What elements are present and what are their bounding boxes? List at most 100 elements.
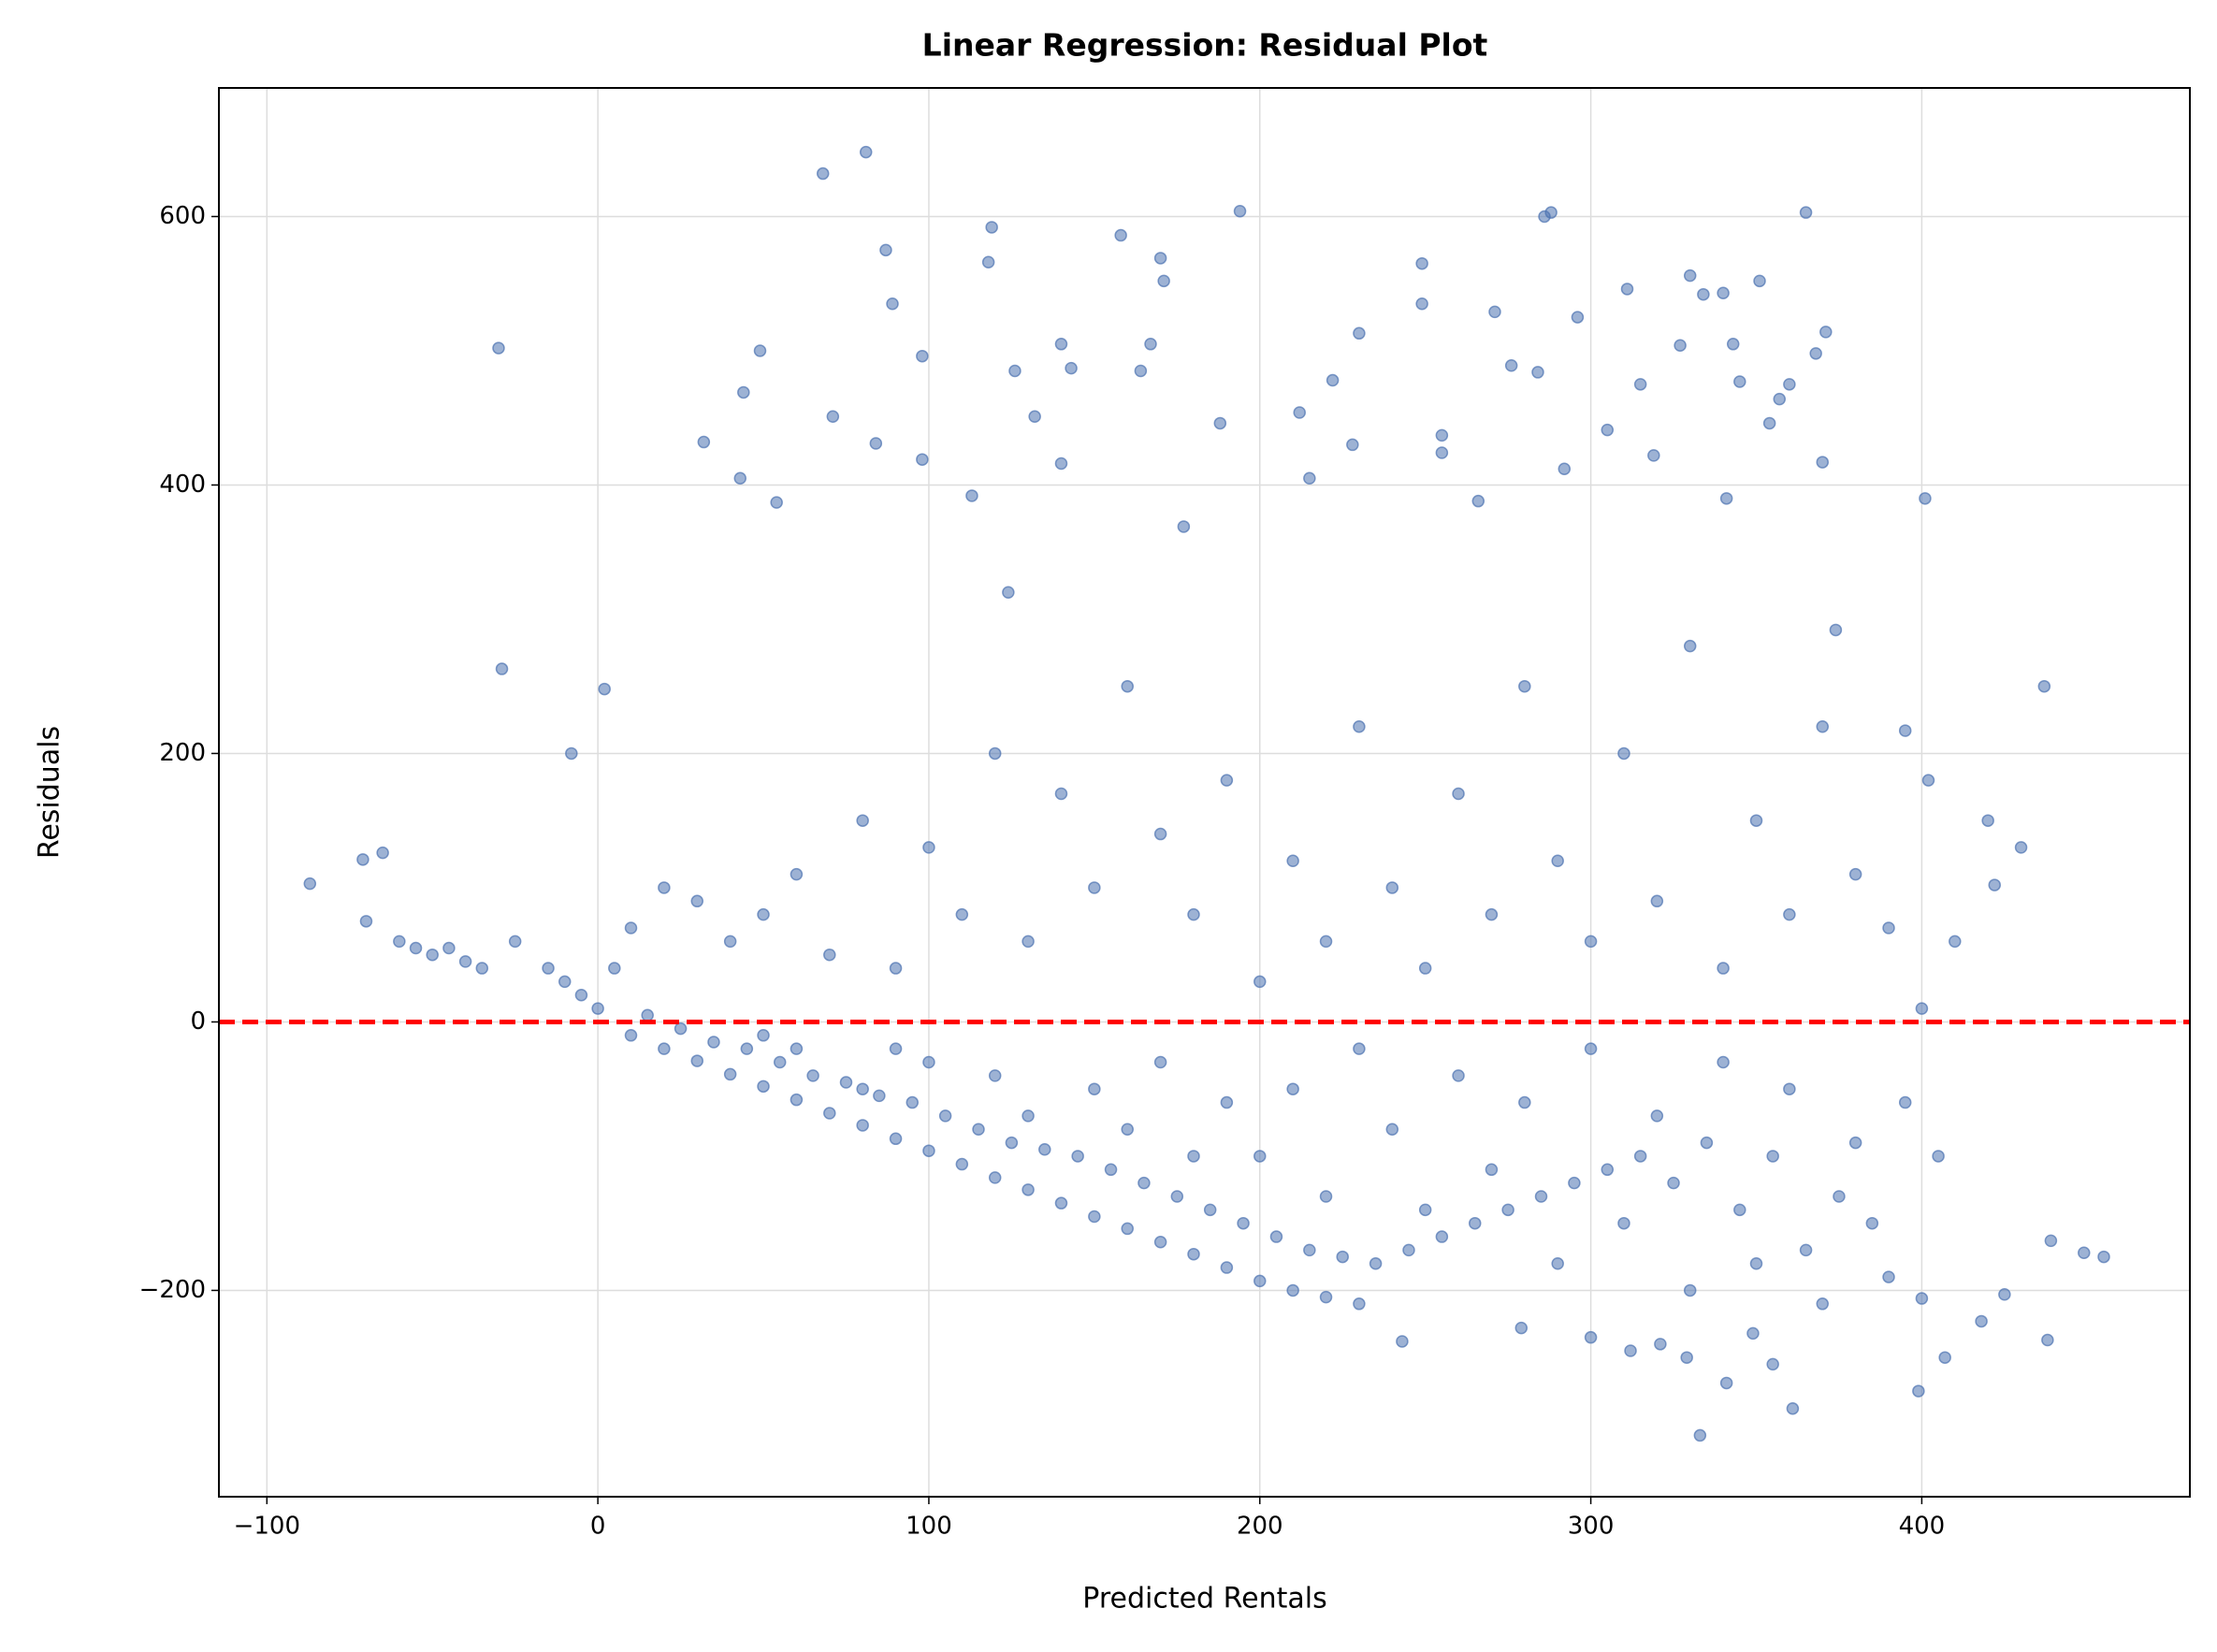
point <box>1518 1095 1531 1109</box>
point <box>1028 410 1041 424</box>
point <box>1749 814 1763 827</box>
point <box>1468 1216 1482 1230</box>
point <box>1786 1401 1800 1415</box>
point <box>1514 1321 1529 1335</box>
point <box>1336 1250 1349 1264</box>
point <box>1650 1109 1664 1123</box>
point <box>1485 1163 1499 1177</box>
point <box>1733 375 1746 388</box>
point <box>1898 1095 1912 1109</box>
point <box>1912 1384 1925 1398</box>
point <box>359 915 373 928</box>
point <box>624 921 638 935</box>
point <box>886 297 899 311</box>
point <box>1435 428 1449 442</box>
point <box>1620 283 1634 296</box>
point <box>1237 1216 1250 1230</box>
point <box>889 962 903 975</box>
point <box>770 496 783 509</box>
point <box>1002 586 1015 600</box>
point <box>1385 881 1399 894</box>
point <box>1054 1196 1068 1210</box>
point <box>916 349 929 363</box>
point <box>823 948 836 962</box>
point <box>1319 935 1333 949</box>
point <box>558 975 572 989</box>
point <box>1286 1283 1299 1297</box>
point <box>1153 1236 1167 1249</box>
point <box>1054 338 1068 351</box>
point <box>697 435 711 449</box>
point <box>790 867 804 881</box>
point <box>1919 492 1932 505</box>
point <box>1488 305 1501 319</box>
point <box>1253 1150 1267 1163</box>
point <box>565 746 578 761</box>
point <box>1369 1256 1383 1270</box>
point <box>1932 1150 1945 1163</box>
point <box>1667 1176 1680 1190</box>
point <box>1783 1082 1796 1095</box>
point <box>1819 326 1833 339</box>
point <box>1286 854 1299 868</box>
point <box>1799 1243 1813 1257</box>
point <box>1144 338 1157 351</box>
point <box>1022 1183 1035 1196</box>
point <box>442 941 456 955</box>
point <box>1303 1243 1316 1257</box>
point <box>1975 1314 1988 1328</box>
point <box>1396 1335 1409 1348</box>
point <box>1674 339 1687 352</box>
point <box>1848 1136 1862 1150</box>
point <box>393 935 406 949</box>
y-tick-label: 600 <box>159 202 206 230</box>
point <box>1783 907 1796 921</box>
point <box>1326 373 1340 387</box>
point <box>1766 1150 1779 1163</box>
point <box>1683 268 1697 283</box>
point <box>1022 935 1035 949</box>
point <box>816 167 830 181</box>
point <box>1233 204 1247 218</box>
point <box>1617 1216 1630 1230</box>
point <box>1981 814 1994 827</box>
point <box>773 1055 787 1069</box>
point <box>1584 935 1598 949</box>
point <box>1617 746 1630 761</box>
point <box>1693 1428 1707 1442</box>
point <box>1022 1109 1035 1123</box>
x-tick-label: 200 <box>1237 1513 1283 1541</box>
point <box>1898 724 1912 737</box>
point <box>1319 1190 1333 1203</box>
point <box>1213 416 1227 430</box>
point <box>1551 1256 1564 1270</box>
point <box>624 1029 638 1042</box>
point <box>707 1036 720 1049</box>
point <box>1319 1290 1333 1304</box>
x-axis-label: Predicted Rentals <box>1082 1583 1326 1616</box>
point <box>641 1008 654 1022</box>
point <box>753 344 767 357</box>
point <box>859 145 873 159</box>
point <box>955 1157 969 1171</box>
point <box>1809 347 1822 360</box>
point <box>1816 720 1830 733</box>
point <box>757 1029 770 1042</box>
point <box>492 341 505 355</box>
point <box>757 1080 770 1094</box>
point <box>1435 1230 1449 1243</box>
point <box>1882 1270 1895 1283</box>
point <box>1501 1203 1514 1217</box>
point <box>2014 841 2028 854</box>
point <box>542 962 555 975</box>
point <box>1157 274 1170 288</box>
point <box>1418 962 1432 975</box>
point <box>823 1107 836 1120</box>
point <box>658 881 671 894</box>
point <box>1353 1042 1366 1055</box>
point <box>674 1022 688 1036</box>
point <box>1717 286 1730 300</box>
point <box>574 989 588 1002</box>
point <box>981 255 995 269</box>
